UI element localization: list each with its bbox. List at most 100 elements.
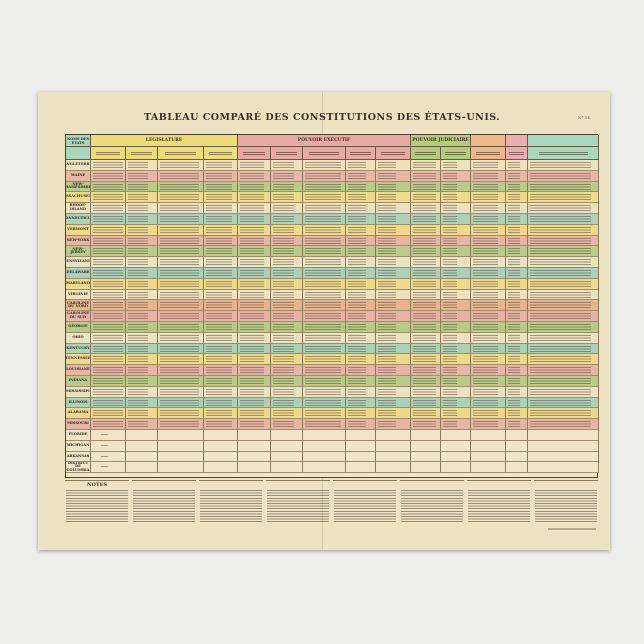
- table-row: ARKANSAS: [66, 451, 599, 463]
- table-cell: [91, 213, 126, 225]
- cell-text: [273, 259, 295, 266]
- cell-text: [128, 183, 148, 190]
- cell-text: [128, 388, 148, 395]
- states-header-cont: [66, 147, 91, 160]
- cell-text: [206, 194, 233, 201]
- cell-text: [128, 410, 148, 417]
- table-cell: [204, 246, 238, 258]
- table-cell: [346, 451, 376, 463]
- table-cell: [376, 257, 411, 268]
- cell-text: [443, 269, 457, 276]
- state-name: RHODE-ISLAND: [66, 203, 91, 214]
- table-cell: [91, 332, 126, 344]
- cell-text: [273, 194, 295, 201]
- table-cell: [376, 181, 411, 193]
- cell-text: [378, 421, 397, 428]
- table-row: DISTRICT DE COLUMBIA: [66, 462, 599, 474]
- cell-text: [508, 291, 520, 298]
- table-cell: [528, 181, 599, 193]
- state-name: CAROLINE DU NORD: [66, 300, 91, 312]
- cell-text: [530, 421, 591, 428]
- cell-text: [348, 162, 367, 168]
- cell-text: [240, 194, 264, 201]
- cell-text: [273, 280, 295, 287]
- note-column: [467, 480, 531, 524]
- table-cell: [303, 321, 346, 333]
- table-cell: [204, 267, 238, 279]
- cell-text: [305, 302, 341, 309]
- cell-text: [473, 421, 499, 428]
- cell-text: [348, 226, 367, 233]
- table-cell: [271, 213, 303, 225]
- cell-text: [273, 334, 295, 341]
- table-cell: [346, 192, 376, 204]
- state-name: CONNECTICUT: [66, 213, 91, 225]
- table-cell: [238, 440, 271, 452]
- cell-text: [443, 280, 457, 287]
- cell-text: [128, 356, 148, 363]
- cell-text: [305, 399, 341, 406]
- cell-text: [240, 313, 264, 320]
- table-cell: [528, 203, 599, 214]
- table-cell: [158, 451, 204, 463]
- table-cell: [91, 300, 126, 312]
- cell-text: [305, 226, 341, 233]
- table-cell: [303, 440, 346, 452]
- cell-text: [473, 356, 499, 363]
- cell-text: [93, 367, 124, 374]
- page-title: TABLEAU COMPARÉ DES CONSTITUTIONS DES ÉT…: [143, 112, 501, 123]
- table-cell: [441, 278, 471, 290]
- cell-text: [530, 183, 591, 190]
- table-cell: [126, 224, 158, 236]
- table-cell: [506, 429, 528, 441]
- table-cell: [376, 451, 411, 463]
- cell-text: [160, 388, 199, 395]
- table-cell: [303, 451, 346, 463]
- table-cell: [471, 440, 506, 452]
- cell-text: [413, 259, 436, 266]
- table-cell: [303, 354, 346, 366]
- table-cell: [376, 300, 411, 312]
- table-cell: [346, 365, 376, 376]
- table-row: CAROLINE DU SUD: [66, 311, 599, 322]
- table-cell: [376, 321, 411, 333]
- table-cell: [158, 170, 204, 182]
- cell-text: [240, 302, 264, 309]
- cell-text: [530, 194, 591, 201]
- table-cell: [528, 160, 599, 171]
- cell-text: [473, 183, 499, 190]
- cell-text: [508, 237, 520, 244]
- table-cell: [271, 429, 303, 441]
- table-cell: [471, 375, 506, 387]
- cell-text: [443, 388, 457, 395]
- table-cell: [528, 289, 599, 301]
- cell-text: [378, 302, 397, 309]
- cell-text: [240, 291, 264, 298]
- table-cell: [471, 386, 506, 398]
- cell-text: [413, 237, 436, 244]
- table-cell: [238, 462, 271, 474]
- table-cell: [528, 267, 599, 279]
- cell-text: [93, 205, 124, 212]
- cell-text: [206, 421, 233, 428]
- cell-text: [413, 345, 436, 352]
- cell-text: [413, 205, 436, 212]
- table-cell: [126, 419, 158, 430]
- state-name: MISSISSIPI: [66, 386, 91, 398]
- cell-text: [240, 377, 264, 384]
- state-name: NEW-HAMPSHIRE: [66, 181, 91, 193]
- table-cell: [303, 181, 346, 193]
- cell-text: [93, 421, 124, 428]
- table-body: ANGLETERREMAINENEW-HAMPSHIREMASSACHUSETT…: [66, 160, 599, 474]
- cell-text: [93, 356, 124, 363]
- table-cell: [471, 462, 506, 474]
- cell-text: [93, 248, 124, 255]
- table-cell: [91, 365, 126, 376]
- table-cell: [528, 224, 599, 236]
- cell-text: [378, 313, 397, 320]
- cell-text: [93, 183, 124, 190]
- table-cell: [528, 429, 599, 441]
- table-cell: [91, 192, 126, 204]
- cell-text: [101, 433, 108, 436]
- cell-text: [530, 215, 591, 222]
